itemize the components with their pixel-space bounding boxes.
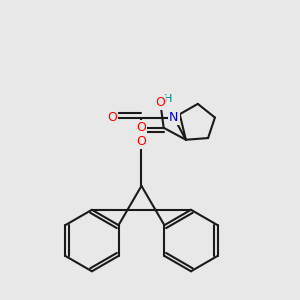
Text: N: N <box>169 111 178 124</box>
Text: O: O <box>155 96 165 109</box>
Text: O: O <box>136 135 146 148</box>
Text: H: H <box>164 94 172 104</box>
Text: O: O <box>136 121 146 134</box>
Text: O: O <box>107 111 117 124</box>
